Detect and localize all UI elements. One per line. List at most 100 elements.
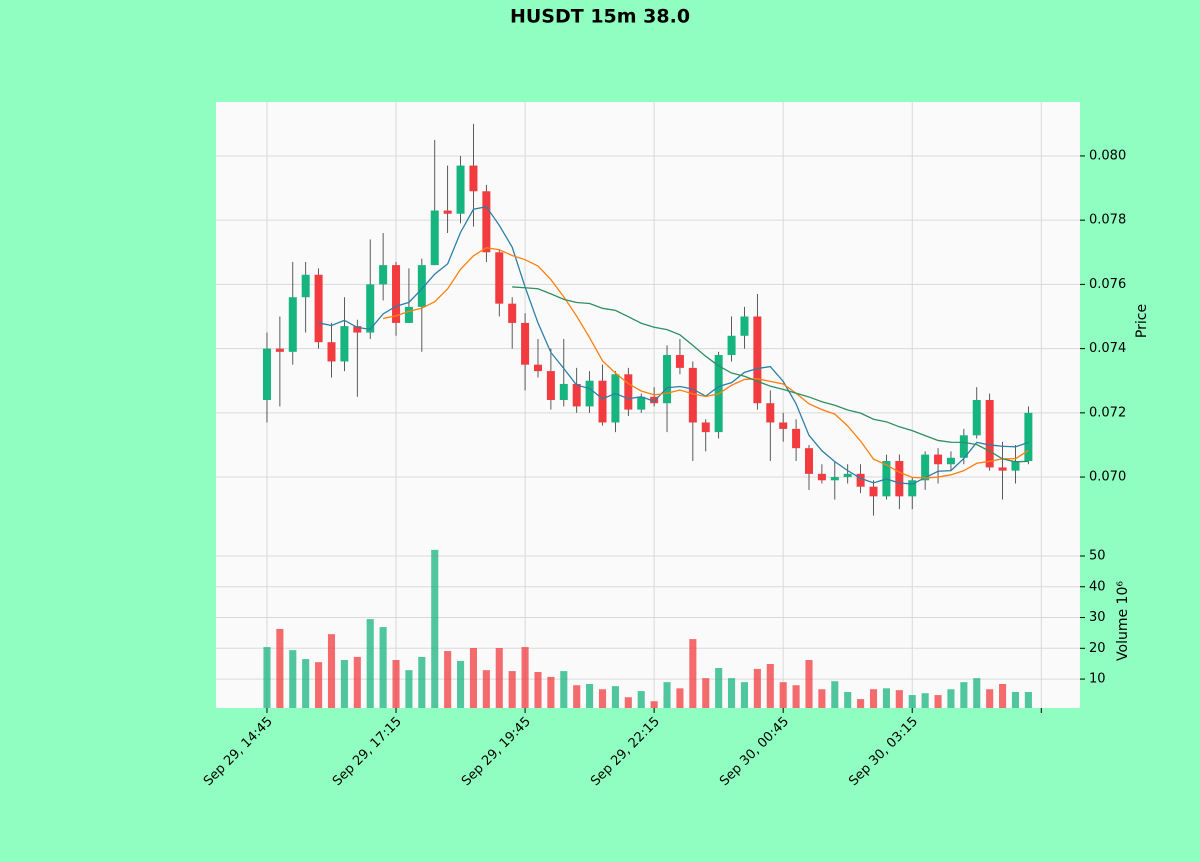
- volume-tick-label: 40: [1089, 579, 1106, 594]
- candle-body: [895, 461, 904, 497]
- volume-bar: [857, 699, 865, 708]
- volume-bar: [586, 684, 594, 708]
- volume-bar: [1011, 692, 1020, 708]
- candle-body: [611, 374, 620, 423]
- candle-body: [327, 342, 336, 362]
- candle-body: [598, 380, 607, 423]
- volume-bar: [379, 627, 387, 708]
- candle-body: [430, 210, 439, 266]
- volume-bar: [715, 668, 723, 708]
- candle-body: [508, 303, 517, 323]
- volume-bar: [263, 647, 271, 708]
- candle-body: [740, 316, 749, 336]
- volume-bar: [663, 682, 671, 708]
- volume-bar: [431, 549, 439, 708]
- candle-body: [314, 274, 323, 343]
- y-tick-label: 0.070: [1089, 470, 1126, 485]
- candle-body: [417, 265, 426, 307]
- candle-body: [392, 265, 401, 323]
- candle-body: [675, 355, 684, 368]
- candle-body: [701, 422, 710, 433]
- candle-body: [985, 399, 994, 468]
- candle-body: [533, 364, 542, 372]
- volume-axis-label: Volume 10⁶: [1115, 581, 1131, 661]
- chart-title: HUSDT 15m 38.0: [510, 6, 690, 28]
- candle-body: [366, 284, 375, 333]
- candle-body: [934, 454, 943, 465]
- candle-body: [546, 371, 555, 400]
- volume-bar: [676, 688, 684, 708]
- candle-body: [572, 383, 581, 407]
- candle-body: [495, 252, 504, 304]
- candle-body: [792, 428, 801, 449]
- candle-body: [624, 374, 633, 410]
- plot-area: [216, 102, 1080, 708]
- volume-bar: [895, 690, 903, 708]
- volume-bar: [289, 650, 297, 708]
- candle-body: [946, 457, 955, 465]
- candle-body: [585, 380, 594, 407]
- volume-bar: [818, 689, 826, 708]
- candle-body: [353, 326, 362, 333]
- volume-bar: [560, 671, 568, 708]
- volume-bar: [302, 659, 310, 708]
- volume-bar: [534, 672, 542, 708]
- volume-tick-label: 10: [1089, 672, 1106, 687]
- volume-bar: [792, 685, 800, 708]
- moving-average-line: [512, 286, 1029, 463]
- candle-body: [301, 274, 310, 298]
- candle-body: [688, 367, 697, 423]
- volume-bar: [921, 693, 929, 708]
- candle-body: [275, 348, 284, 352]
- candle-body: [804, 448, 813, 474]
- y-axis-label: Price: [1134, 304, 1150, 338]
- volume-bar: [973, 678, 981, 708]
- candle-body: [288, 297, 297, 352]
- candle-body: [856, 473, 865, 487]
- volume-bar: [779, 682, 787, 708]
- candle-body: [830, 477, 839, 481]
- volume-bar: [844, 692, 852, 708]
- candle-body: [482, 191, 491, 253]
- volume-bar: [392, 660, 400, 708]
- volume-bar: [598, 689, 607, 708]
- volume-bar: [947, 689, 955, 708]
- candle-body: [559, 383, 568, 400]
- volume-bar: [986, 689, 994, 708]
- candle-body: [404, 306, 413, 323]
- volume-tick-label: 30: [1089, 610, 1106, 625]
- candle-body: [650, 396, 659, 404]
- volume-tick-label: 20: [1089, 641, 1106, 656]
- volume-bar: [521, 647, 529, 708]
- volume-bar: [469, 648, 478, 708]
- volume-bar: [573, 685, 581, 708]
- volume-bar: [702, 678, 710, 708]
- y-tick-label: 0.074: [1089, 341, 1126, 356]
- volume-bar: [689, 639, 697, 708]
- y-tick-label: 0.076: [1089, 277, 1126, 292]
- candle-body: [727, 335, 736, 356]
- volume-bar: [637, 691, 645, 708]
- volume-bar: [624, 697, 632, 708]
- candle-body: [340, 326, 349, 362]
- candle-body: [843, 473, 852, 478]
- volume-bar: [999, 684, 1007, 708]
- volume-bar: [869, 689, 878, 708]
- candle-body: [959, 435, 968, 458]
- candle-body: [1024, 412, 1033, 462]
- candle-body: [469, 165, 478, 192]
- candle-body: [521, 322, 530, 365]
- moving-average-line: [382, 247, 1029, 479]
- y-tick-label: 0.080: [1089, 148, 1126, 163]
- volume-bar: [327, 634, 336, 708]
- volume-bar: [740, 682, 749, 708]
- candle-body: [262, 348, 271, 400]
- volume-bar: [766, 664, 774, 708]
- volume-bar: [457, 660, 465, 708]
- candle-body: [972, 399, 981, 436]
- volume-bar: [1024, 692, 1032, 708]
- candle-body: [908, 480, 917, 497]
- candle-body: [637, 396, 646, 410]
- candle-body: [753, 316, 762, 404]
